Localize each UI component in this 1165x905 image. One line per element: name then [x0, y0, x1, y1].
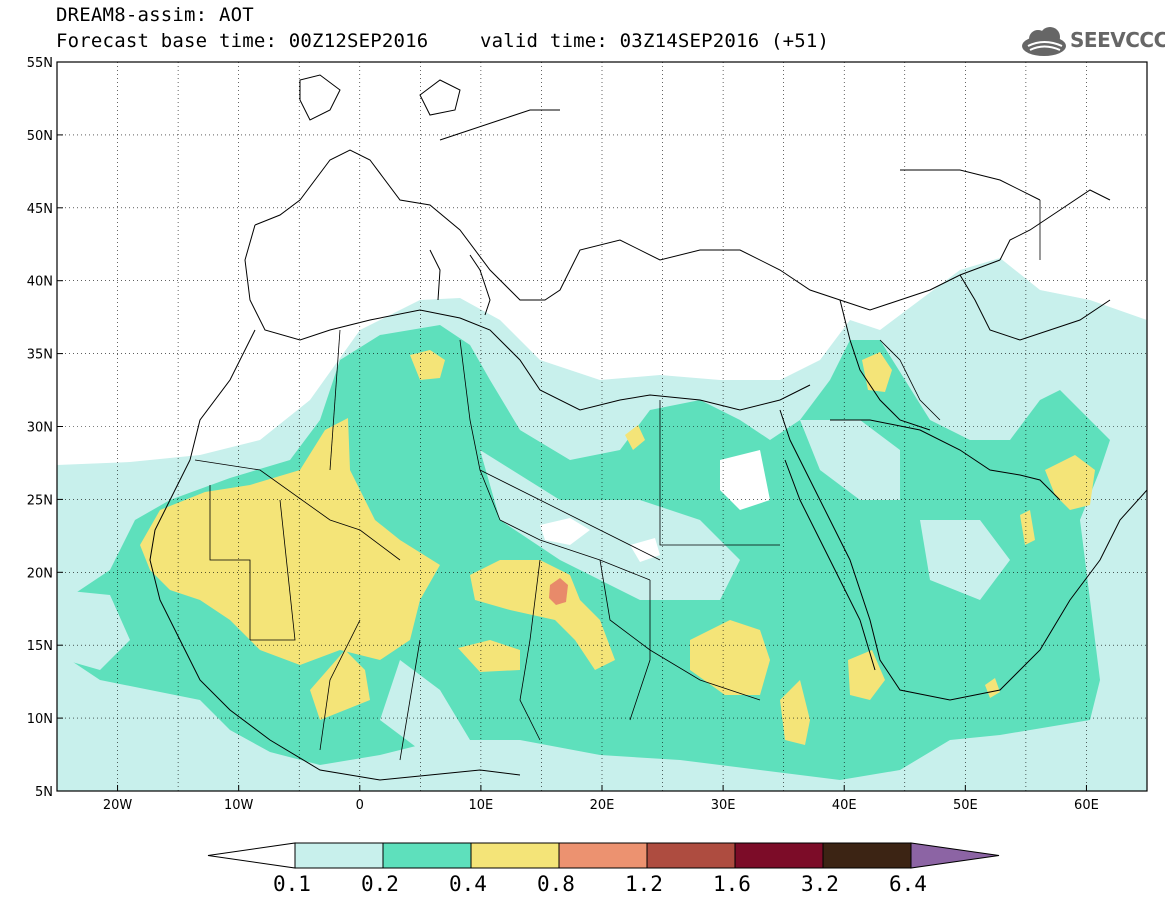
colorbar-arrow-low — [207, 842, 296, 869]
colorbar-segment — [558, 842, 648, 869]
colorbar-segment — [470, 842, 560, 869]
logo-text: SEEVCCC — [1070, 28, 1165, 52]
aot-contour-0-8 — [549, 578, 568, 605]
lat-tick-label: 20N — [27, 566, 53, 581]
borders — [194, 200, 1041, 761]
aot-contour-0-4 — [690, 620, 770, 695]
colorbar-label: 0.8 — [537, 872, 575, 896]
colorbar-arrow-high — [910, 842, 1000, 869]
colorbar-segment — [646, 842, 736, 869]
aot-contour-0-4 — [470, 560, 615, 670]
aot-contour-0-1 — [60, 590, 130, 670]
aot-contour-0-1 — [480, 450, 740, 600]
lat-tick-label: 50N — [27, 129, 53, 144]
aot-below-0-1 — [720, 450, 770, 510]
aot-contour-0-4 — [140, 418, 440, 665]
coastlines — [149, 74, 1147, 781]
lat-tick-label: 25N — [27, 493, 53, 508]
colorbar-label: 1.2 — [625, 872, 663, 896]
seevccc-logo — [1022, 27, 1066, 56]
lon-tick-label: 10W — [224, 798, 254, 813]
map-title: DREAM8-assim: AOT — [56, 4, 254, 26]
lon-tick-label: 20E — [590, 798, 615, 813]
lon-tick-label: 20W — [103, 798, 133, 813]
colorbar-segment — [822, 842, 912, 869]
forecast-base-time: Forecast base time: 00Z12SEP2016 — [56, 30, 429, 52]
colorbar-segment — [734, 842, 824, 869]
colorbar-segment — [382, 842, 472, 869]
colorbar-label: 6.4 — [889, 872, 927, 896]
colorbar-label: 0.2 — [361, 872, 399, 896]
cloud-icon — [1022, 27, 1066, 56]
colorbar-label: 0.4 — [449, 872, 487, 896]
valid-time: valid time: 03Z14SEP2016 (+51) — [480, 30, 830, 52]
colorbar-label: 1.6 — [713, 872, 751, 896]
colorbar-label: 3.2 — [801, 872, 839, 896]
lat-tick-label: 15N — [27, 639, 53, 654]
lon-tick-label: 60E — [1074, 798, 1099, 813]
colorbar-label: 0.1 — [273, 872, 311, 896]
aot-contour-0-1 — [380, 660, 470, 750]
aot-contour-0-1 — [920, 520, 1010, 600]
aot-contour-0-1 — [800, 420, 900, 500]
aot-below-0-1 — [540, 518, 590, 545]
lat-tick-label: 5N — [35, 785, 53, 800]
lat-tick-label: 40N — [27, 275, 53, 290]
lon-tick-label: 0 — [356, 798, 364, 813]
lat-tick-label: 45N — [27, 202, 53, 217]
lon-tick-label: 30E — [711, 798, 736, 813]
lon-tick-label: 10E — [469, 798, 494, 813]
lat-tick-label: 55N — [27, 56, 53, 71]
aot-contour-0-4 — [310, 650, 370, 720]
aot-contour-0-4 — [625, 425, 645, 450]
aot-contour-0-4 — [862, 352, 892, 392]
aot-contour-0-4 — [780, 680, 810, 745]
lat-tick-label: 35N — [27, 348, 53, 363]
aot-contour-0-4 — [410, 350, 445, 380]
lon-tick-label: 50E — [953, 798, 978, 813]
aot-field — [57, 62, 1147, 791]
colorbar-segment — [294, 842, 384, 869]
aot-contour-0-4 — [1045, 455, 1095, 510]
lon-tick-label: 40E — [832, 798, 857, 813]
gridlines — [57, 62, 1147, 791]
colorbar — [207, 842, 1000, 869]
aot-contour-0-4 — [458, 640, 520, 672]
aot-contour-0-4 — [985, 678, 1000, 698]
lat-tick-label: 30N — [27, 421, 53, 436]
aot-contour-0-4 — [848, 650, 885, 700]
lat-tick-label: 10N — [27, 712, 53, 727]
aot-contour-0-4 — [1020, 510, 1035, 545]
